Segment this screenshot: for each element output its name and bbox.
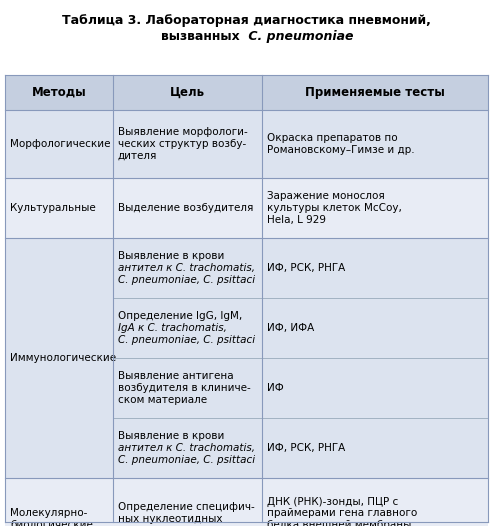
Text: Культуральные: Культуральные — [10, 203, 96, 213]
Text: ческих структур возбу-: ческих структур возбу- — [118, 139, 246, 149]
Text: культуры клеток McCoy,: культуры клеток McCoy, — [267, 203, 402, 213]
Text: Применяемые тесты: Применяемые тесты — [305, 86, 445, 99]
Text: Выявление в крови: Выявление в крови — [118, 251, 224, 261]
Text: ИФ: ИФ — [267, 383, 284, 393]
Text: Романовскому–Гимзе и др.: Романовскому–Гимзе и др. — [267, 145, 415, 155]
Text: C. pneumoniae, C. psittaci: C. pneumoniae, C. psittaci — [118, 335, 255, 345]
Text: Методы: Методы — [32, 86, 86, 99]
Bar — [5, 75, 488, 110]
Text: ДНК (РНК)-зонды, ПЦР с: ДНК (РНК)-зонды, ПЦР с — [267, 497, 398, 507]
Text: Морфологические: Морфологические — [10, 139, 110, 149]
Text: антител к C. trachomatis,: антител к C. trachomatis, — [118, 263, 255, 273]
Text: антител к C. trachomatis,: антител к C. trachomatis, — [118, 443, 255, 453]
Text: ском материале: ском материале — [118, 394, 207, 404]
Text: дителя: дителя — [118, 150, 157, 160]
Text: Иммунологические: Иммунологические — [10, 353, 116, 363]
Text: Определение специфич-: Определение специфич- — [118, 502, 255, 512]
Text: Заражение монослоя: Заражение монослоя — [267, 191, 385, 201]
Text: C. pneumoniae, C. psittaci: C. pneumoniae, C. psittaci — [118, 275, 255, 285]
Text: Определение IgG, IgM,: Определение IgG, IgM, — [118, 311, 242, 321]
Text: праймерами гена главного: праймерами гена главного — [267, 508, 417, 518]
Bar — [5, 358, 488, 418]
Text: вызванных: вызванных — [161, 30, 245, 43]
Text: IgA к C. trachomatis,: IgA к C. trachomatis, — [118, 323, 227, 333]
Text: ИФ, РСК, РНГА: ИФ, РСК, РНГА — [267, 263, 345, 273]
Text: биологические: биологические — [10, 520, 93, 526]
Bar — [5, 298, 488, 358]
Text: Выявление морфологи-: Выявление морфологи- — [118, 127, 248, 137]
Text: белка внешней мембраны: белка внешней мембраны — [267, 520, 411, 526]
Text: C. pneumoniae: C. pneumoniae — [245, 30, 354, 43]
Text: ИФ, ИФА: ИФ, ИФА — [267, 323, 314, 333]
Text: Окраска препаратов по: Окраска препаратов по — [267, 133, 398, 143]
Text: возбудителя в клиниче-: возбудителя в клиниче- — [118, 383, 251, 393]
Text: Выявление в крови: Выявление в крови — [118, 431, 224, 441]
Bar — [5, 110, 488, 178]
Text: Молекулярно-: Молекулярно- — [10, 508, 87, 518]
Text: Таблица 3. Лабораторная диагностика пневмоний,: Таблица 3. Лабораторная диагностика пнев… — [62, 14, 431, 27]
Text: ных нуклеотидных: ных нуклеотидных — [118, 514, 222, 524]
Text: Цель: Цель — [170, 86, 205, 99]
Text: Выявление антигена: Выявление антигена — [118, 371, 234, 381]
Text: Hela, L 929: Hela, L 929 — [267, 215, 326, 225]
Bar — [5, 178, 488, 238]
Text: C. pneumoniae, C. psittaci: C. pneumoniae, C. psittaci — [118, 454, 255, 464]
Bar — [5, 238, 488, 298]
Bar — [5, 478, 488, 526]
Bar — [5, 418, 488, 478]
Text: ИФ, РСК, РНГА: ИФ, РСК, РНГА — [267, 443, 345, 453]
Text: Выделение возбудителя: Выделение возбудителя — [118, 203, 253, 213]
